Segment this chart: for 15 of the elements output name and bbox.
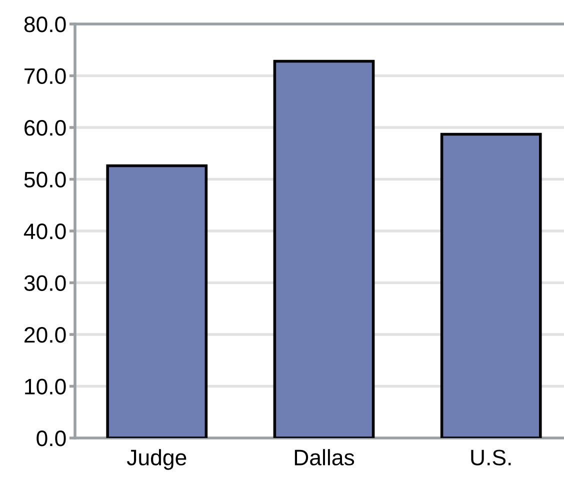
x-tick-label: U.S. — [471, 450, 511, 466]
bar — [440, 132, 542, 438]
bar — [273, 60, 375, 438]
y-tick-label: 50.0 — [24, 172, 66, 188]
y-tick-label: 30.0 — [24, 275, 66, 292]
y-tick-label: 70.0 — [24, 68, 66, 84]
x-tick-label: Dallas — [294, 449, 354, 466]
y-tick-label: 20.0 — [24, 327, 66, 343]
bar — [106, 164, 208, 438]
y-tick-label: 0.0 — [36, 430, 66, 446]
y-tick-label: 80.0 — [24, 16, 66, 32]
y-tick-label: 40.0 — [24, 224, 66, 240]
x-tick-label: Judge — [126, 449, 186, 470]
y-tick-label: 10.0 — [25, 378, 66, 395]
y-tick-label: 60.0 — [24, 120, 66, 136]
